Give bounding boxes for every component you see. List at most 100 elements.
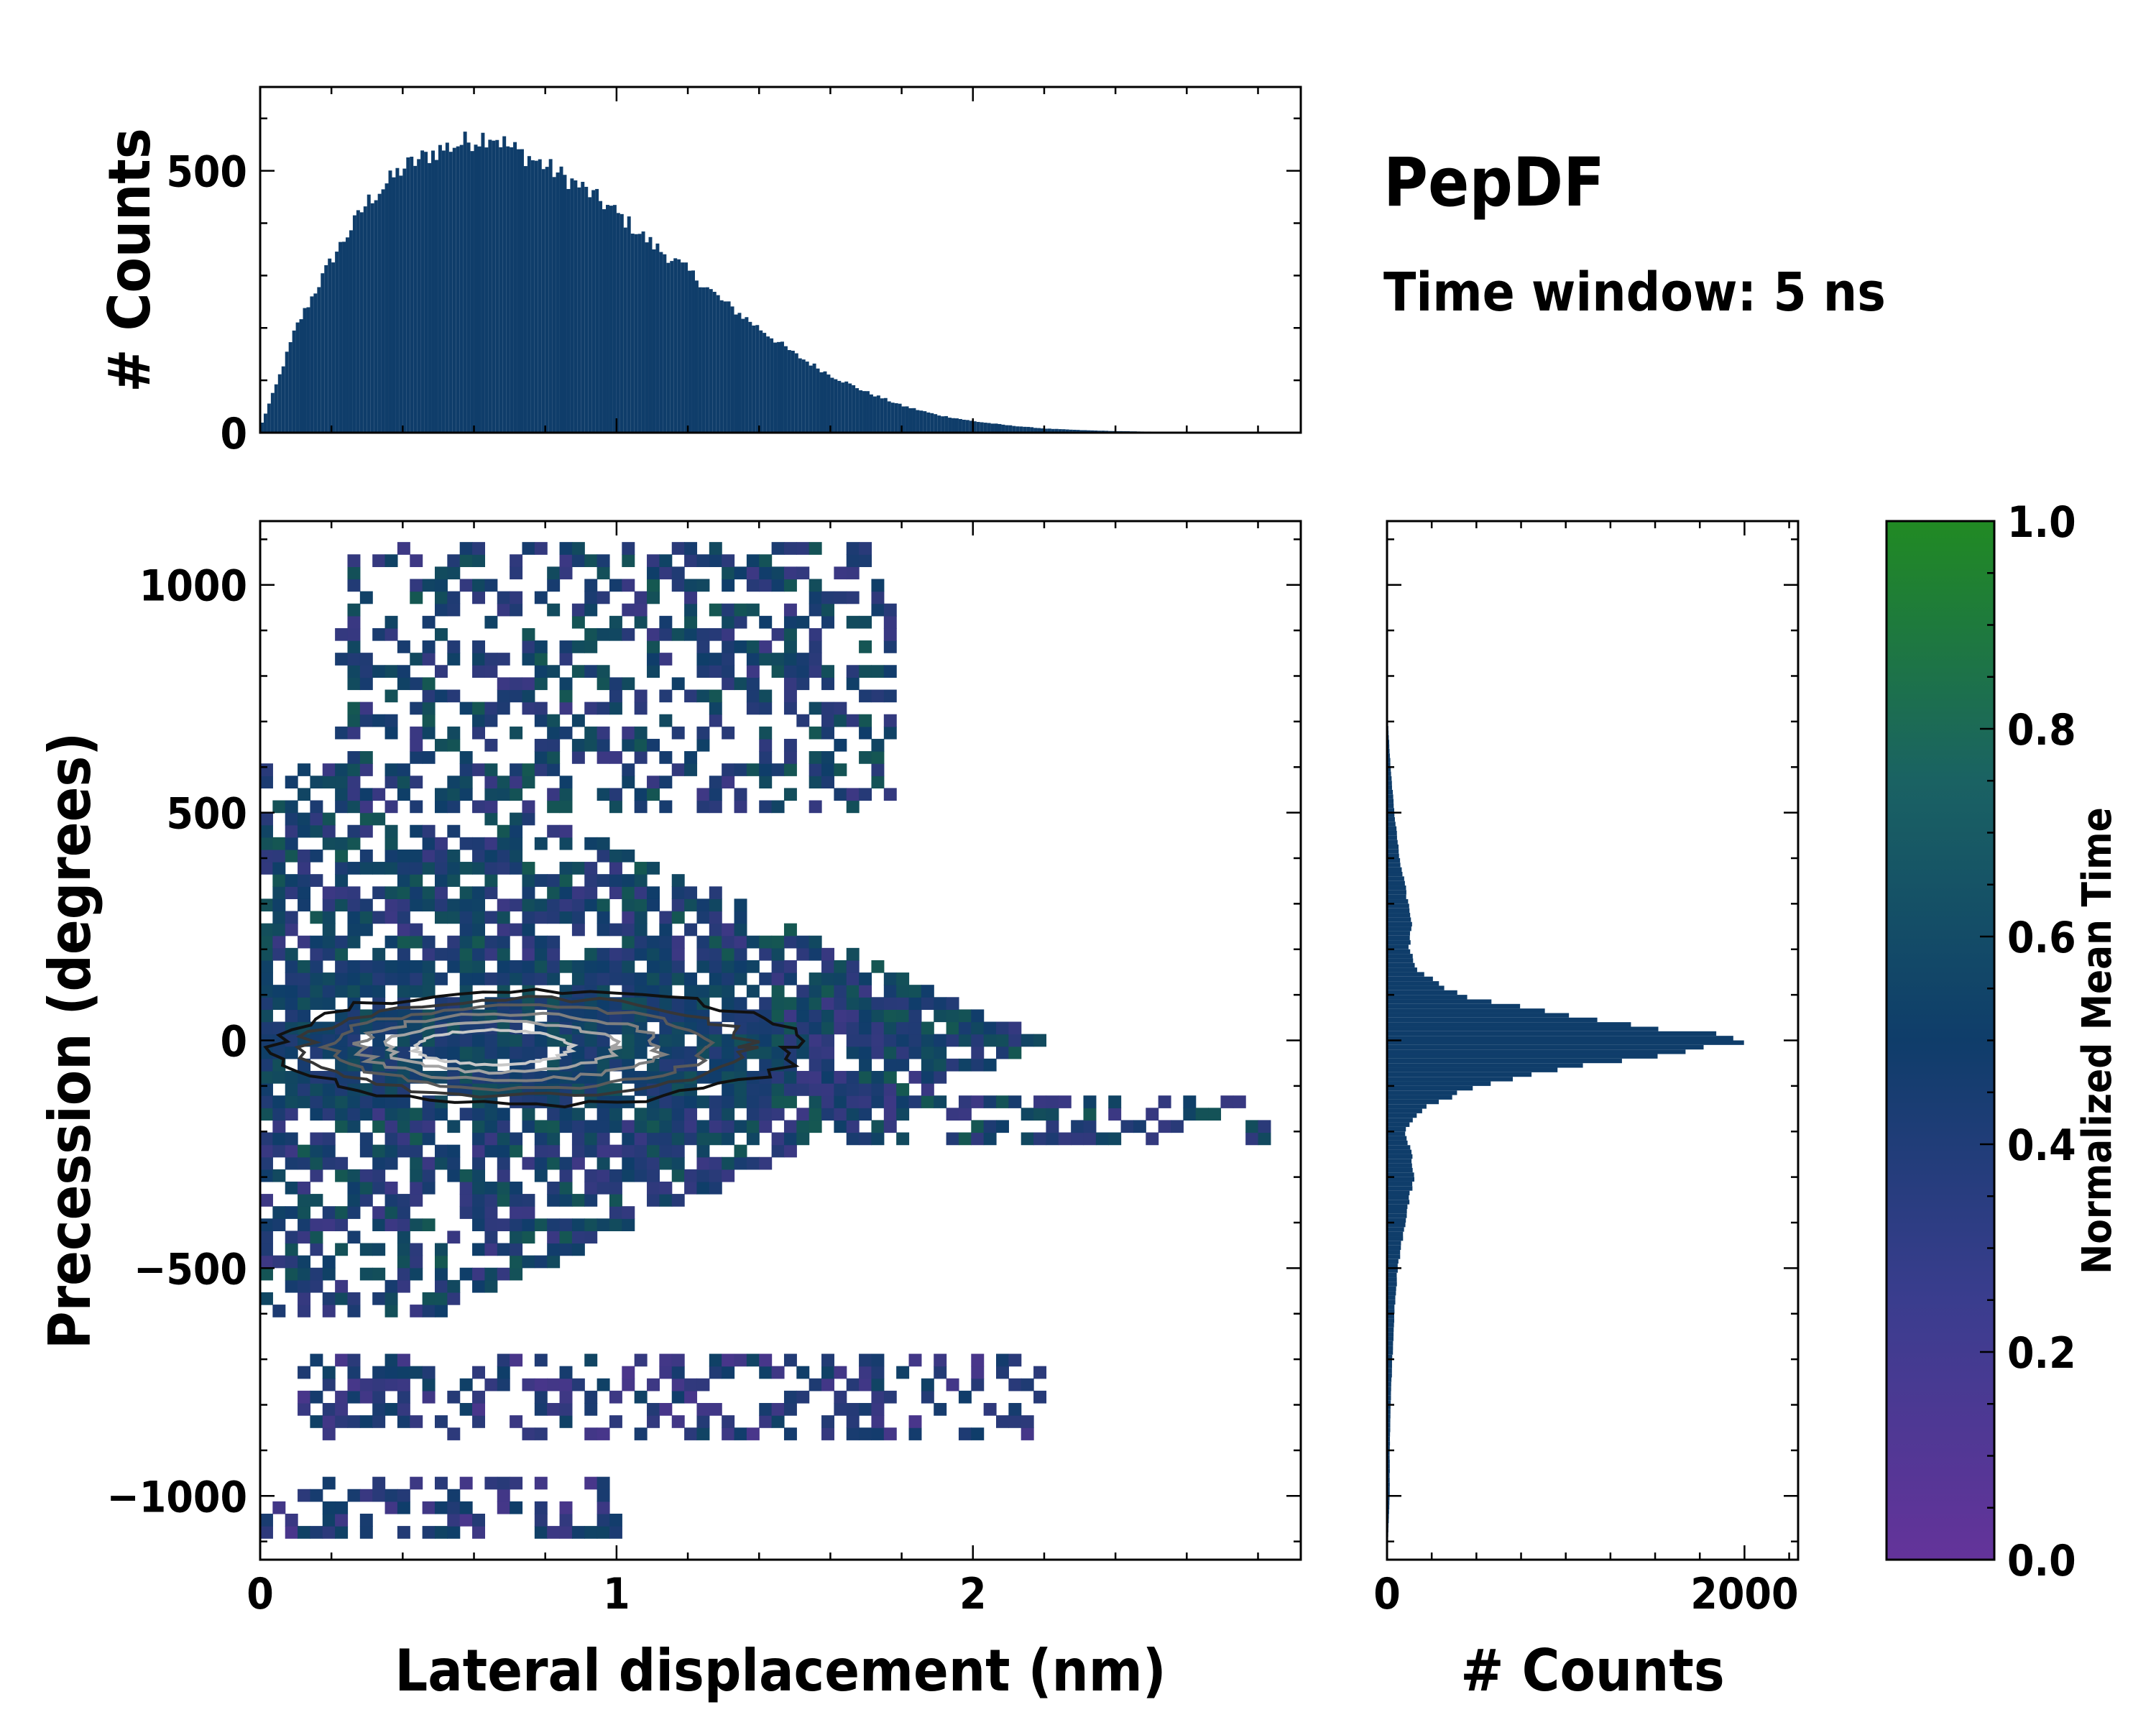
heatmap-cell: [596, 923, 610, 937]
top-histogram-bar: [841, 382, 845, 433]
heatmap-cell: [510, 862, 523, 875]
heatmap-cell: [821, 665, 834, 678]
heatmap-cell: [298, 898, 311, 912]
heatmap-cell: [609, 627, 622, 641]
heatmap-cell: [285, 1243, 298, 1256]
heatmap-cell: [434, 1156, 448, 1170]
heatmap-cell: [696, 1046, 710, 1059]
heatmap-cell: [434, 886, 448, 899]
heatmap-cell: [410, 579, 423, 592]
heatmap-cell: [359, 665, 373, 678]
right-histogram-bar: [1387, 1154, 1413, 1159]
top-histogram-bar: [346, 237, 349, 433]
heatmap-cell: [322, 985, 336, 998]
heatmap-cell: [522, 960, 535, 973]
top-histogram-bar: [627, 216, 631, 433]
joint-heatmap-xlabel: Lateral displacement (nm): [395, 1637, 1166, 1704]
top-histogram-bar: [759, 330, 763, 433]
heatmap-cell: [434, 1034, 448, 1047]
heatmap-cell: [285, 1156, 298, 1170]
heatmap-cell: [584, 603, 598, 617]
heatmap-cell: [1021, 1132, 1034, 1146]
heatmap-cell: [659, 1353, 673, 1367]
heatmap-cell: [808, 579, 822, 592]
heatmap-cell: [696, 788, 710, 801]
heatmap-cell: [796, 677, 810, 691]
top-histogram-bar: [456, 146, 460, 433]
heatmap-cell: [522, 972, 535, 985]
heatmap-cell: [622, 579, 635, 592]
heatmap-cell: [484, 972, 498, 985]
heatmap-cell: [671, 1132, 685, 1146]
heatmap-cell: [722, 1156, 735, 1170]
heatmap-cell: [908, 1009, 922, 1023]
heatmap-cell: [497, 1243, 510, 1256]
top-histogram-bar: [937, 415, 941, 433]
right-histogram-bar: [1387, 1099, 1439, 1105]
heatmap-cell: [734, 935, 747, 949]
heatmap-cell: [696, 935, 710, 949]
heatmap-cell: [410, 726, 423, 740]
colorbar-tick-label: 0.8: [2007, 705, 2076, 755]
heatmap-cell: [447, 640, 461, 653]
heatmap-cell: [1108, 1095, 1122, 1108]
heatmap-cell: [298, 1206, 311, 1219]
right-histogram-bar: [1387, 913, 1411, 918]
heatmap-cell: [709, 1108, 722, 1121]
heatmap-cell: [522, 627, 535, 641]
heatmap-cell: [609, 1009, 622, 1023]
top-histogram-bar: [306, 307, 310, 433]
heatmap-cell: [647, 591, 660, 604]
heatmap-cell: [696, 1427, 710, 1440]
heatmap-cell: [260, 1267, 273, 1281]
top-histogram-bar: [324, 264, 328, 433]
heatmap-cell: [347, 788, 361, 801]
right-histogram-bar: [1387, 1322, 1394, 1328]
heatmap-cell: [671, 677, 685, 691]
heatmap-cell: [547, 714, 561, 727]
right-histogram-bar: [1387, 1223, 1406, 1228]
heatmap-cell: [410, 1255, 423, 1269]
heatmap-cell: [596, 591, 610, 604]
heatmap-cell: [472, 665, 486, 678]
heatmap-cell: [834, 985, 847, 998]
heatmap-cell: [596, 566, 610, 580]
heatmap-cell: [497, 837, 510, 850]
top-histogram-bar: [1065, 429, 1069, 433]
right-histogram-bar: [1387, 1090, 1457, 1095]
top-histogram-bar: [1072, 429, 1077, 433]
top-histogram-bar: [1030, 427, 1034, 433]
heatmap-cell: [622, 627, 635, 641]
heatmap-cell: [934, 1009, 947, 1023]
right-histogram-bar: [1387, 1227, 1404, 1232]
heatmap-cell: [459, 1181, 473, 1195]
heatmap-cell: [335, 874, 349, 887]
heatmap-cell: [746, 1083, 760, 1096]
heatmap-cell: [821, 1046, 834, 1059]
top-histogram-bar: [698, 287, 702, 433]
heatmap-cell: [908, 1095, 922, 1108]
heatmap-cell: [883, 1058, 897, 1072]
heatmap-cell: [372, 985, 386, 998]
right-histogram-bar: [1387, 1491, 1390, 1496]
heatmap-cell: [559, 653, 573, 666]
heatmap-cell: [634, 911, 648, 924]
heatmap-cell: [559, 1156, 573, 1170]
heatmap-cell: [322, 1255, 336, 1269]
heatmap-cell: [883, 1390, 897, 1404]
heatmap-cell: [759, 1046, 773, 1059]
heatmap-cell: [921, 1021, 934, 1035]
heatmap-cell: [472, 1513, 486, 1527]
heatmap-cell: [734, 960, 747, 973]
heatmap-cell: [522, 1218, 535, 1232]
heatmap-cell: [709, 1046, 722, 1059]
heatmap-cell: [459, 1378, 473, 1392]
heatmap-cell: [372, 1218, 386, 1232]
heatmap-cell: [335, 898, 349, 912]
heatmap-cell: [434, 898, 448, 912]
heatmap-cell: [746, 554, 760, 567]
right-histogram-bar: [1387, 1468, 1390, 1473]
heatmap-cell: [272, 886, 286, 899]
heatmap-cell: [609, 874, 622, 887]
heatmap-cell: [410, 1415, 423, 1428]
